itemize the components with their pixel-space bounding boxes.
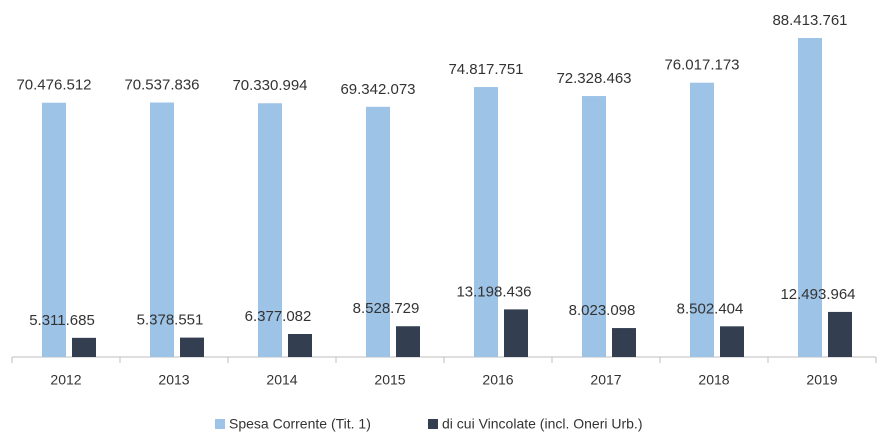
data-label: 74.817.751 bbox=[448, 61, 523, 78]
x-tick-label: 2012 bbox=[50, 372, 81, 388]
bar bbox=[504, 309, 528, 357]
legend-swatch bbox=[215, 419, 225, 429]
bar bbox=[288, 333, 312, 357]
data-label: 6.377.082 bbox=[245, 308, 312, 325]
legend-label: Spesa Corrente (Tit. 1) bbox=[229, 416, 371, 432]
data-label: 76.017.173 bbox=[664, 57, 739, 74]
data-label: 12.493.964 bbox=[780, 286, 855, 303]
bar bbox=[612, 328, 636, 357]
bar bbox=[72, 337, 96, 357]
data-label: 8.502.404 bbox=[677, 300, 744, 317]
legend-swatch bbox=[428, 419, 438, 429]
bar bbox=[690, 82, 714, 358]
data-label: 8.528.729 bbox=[353, 300, 420, 317]
bar bbox=[180, 337, 204, 357]
bar bbox=[828, 311, 852, 357]
data-label: 8.023.098 bbox=[569, 302, 636, 319]
data-label: 70.330.994 bbox=[232, 77, 307, 94]
legend-label: di cui Vincolate (incl. Oneri Urb.) bbox=[442, 416, 642, 432]
data-label: 5.378.551 bbox=[137, 312, 204, 329]
bar bbox=[150, 102, 174, 357]
bar bbox=[582, 96, 606, 358]
bar bbox=[474, 87, 498, 358]
data-label: 70.476.512 bbox=[16, 77, 91, 94]
x-tick-label: 2014 bbox=[266, 372, 297, 388]
data-label: 72.328.463 bbox=[556, 70, 631, 87]
data-label: 13.198.436 bbox=[456, 283, 531, 300]
x-tick-label: 2015 bbox=[374, 372, 405, 388]
x-tick-label: 2017 bbox=[590, 372, 621, 388]
x-tick-label: 2013 bbox=[158, 372, 189, 388]
data-label: 88.413.761 bbox=[772, 12, 847, 29]
data-label: 69.342.073 bbox=[340, 81, 415, 98]
data-label: 5.311.685 bbox=[29, 312, 95, 329]
x-tick-label: 2016 bbox=[482, 372, 513, 388]
bar bbox=[258, 103, 282, 357]
x-tick-label: 2018 bbox=[698, 372, 729, 388]
data-label: 70.537.836 bbox=[124, 76, 199, 93]
bar bbox=[42, 102, 66, 357]
bar bbox=[396, 326, 420, 357]
bar bbox=[720, 326, 744, 357]
x-tick-label: 2019 bbox=[806, 372, 837, 388]
bar bbox=[366, 106, 390, 357]
bar bbox=[798, 38, 822, 357]
